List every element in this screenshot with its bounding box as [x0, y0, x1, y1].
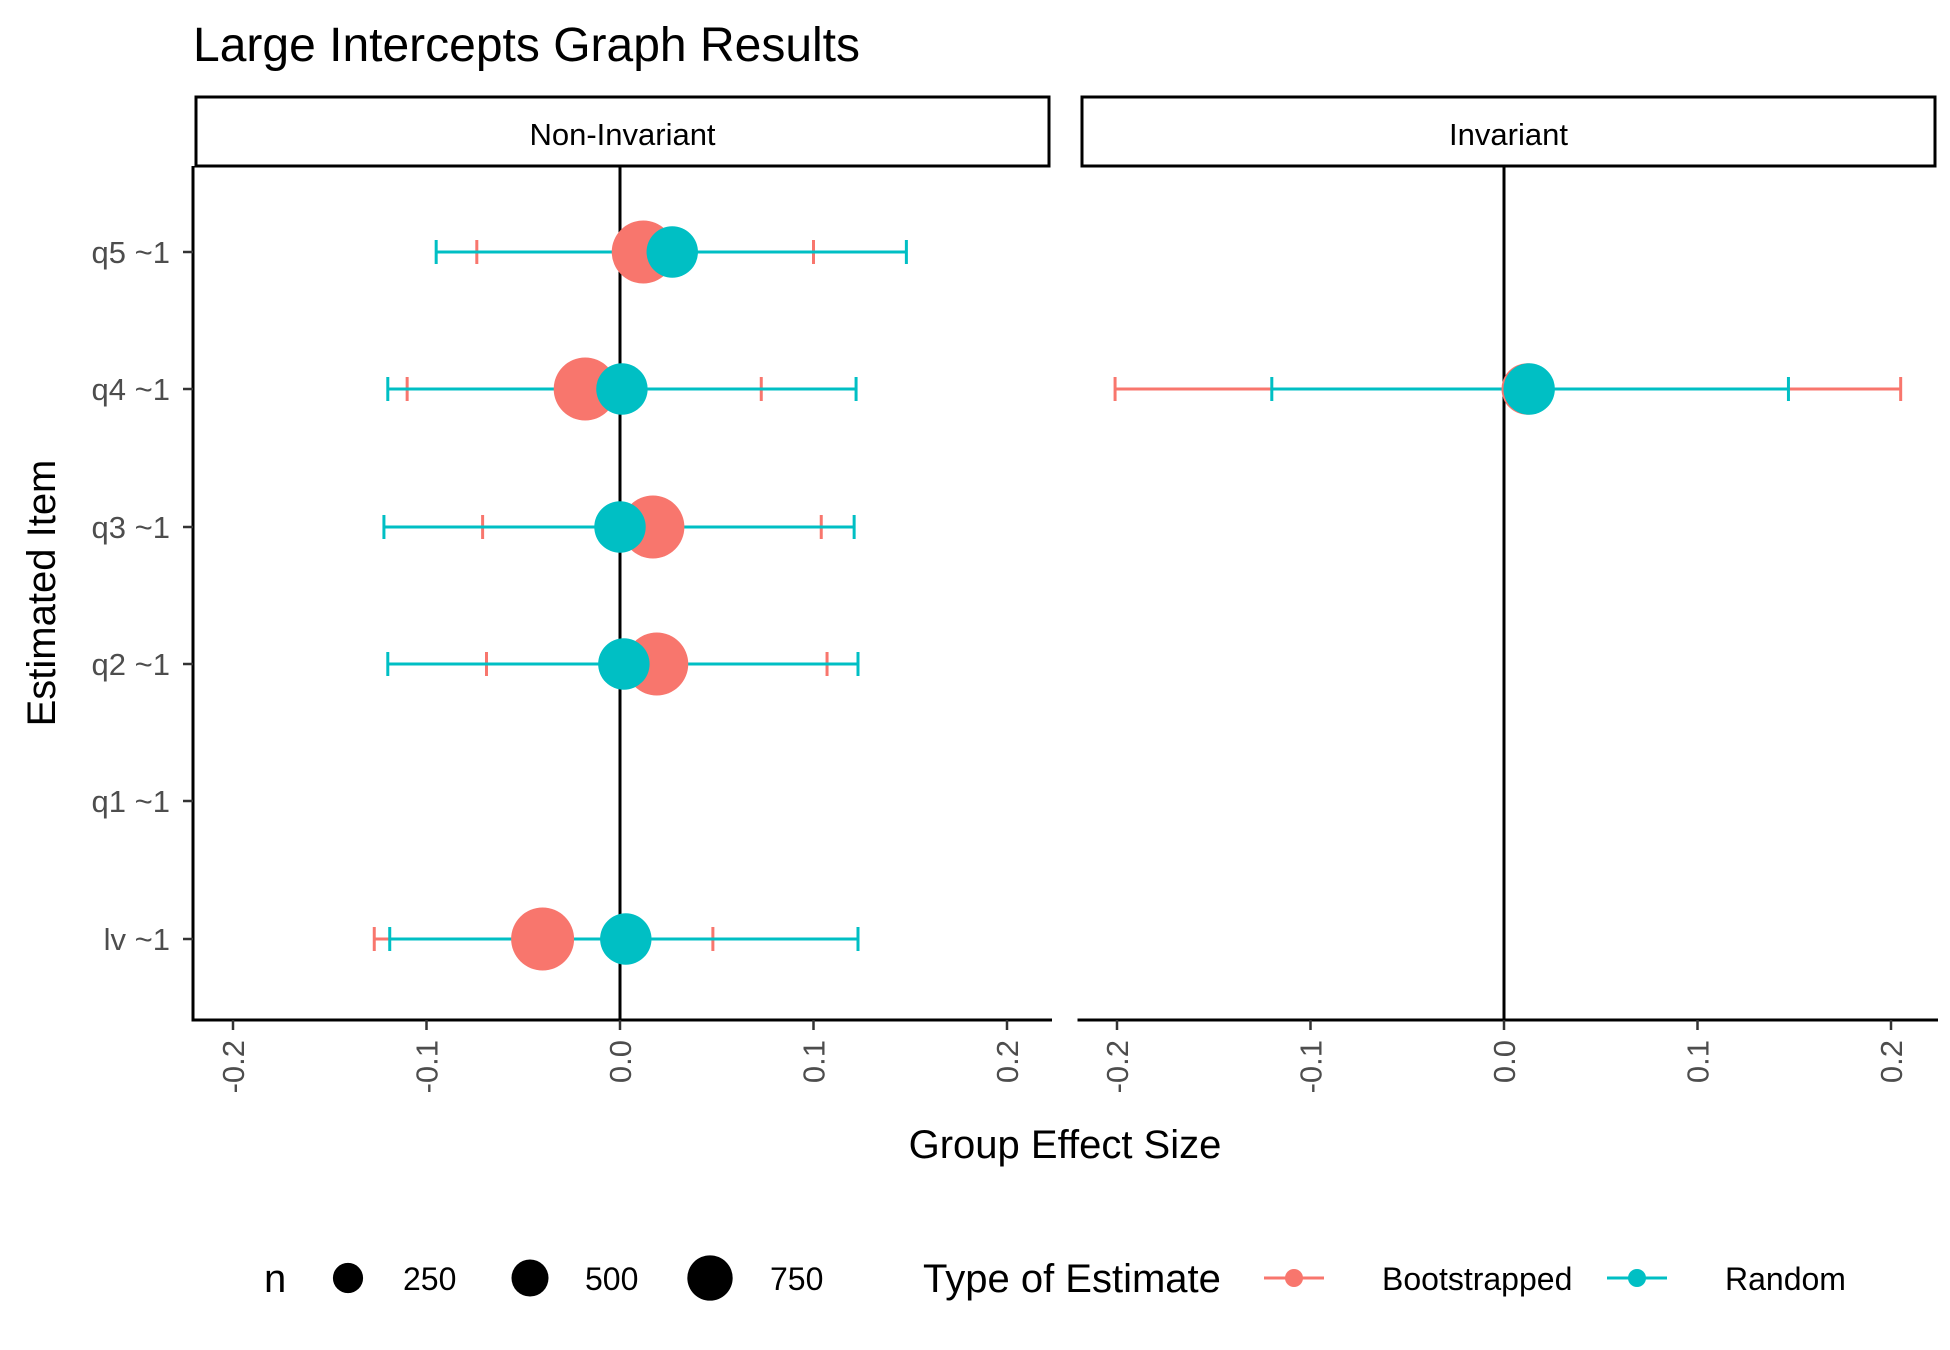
legend-size-key — [332, 1262, 364, 1294]
panels: Non-Invariant -0.2 -0.1 0.0 0.1 0.2 Invariant -… — [191, 95, 1938, 1093]
point-bootstrapped — [511, 907, 575, 971]
y-tick-label: q3 ~1 — [92, 510, 170, 545]
legend-key-bootstrapped — [1264, 1269, 1324, 1287]
panel-non-invariant: Non-Invariant -0.2 -0.1 0.0 0.1 0.2 — [191, 95, 1052, 1093]
legend-color-label: Bootstrapped — [1382, 1261, 1572, 1297]
x-tick-label: 0.1 — [797, 1040, 832, 1083]
facet-strip — [1080, 95, 1937, 168]
y-axis: lv ~1 q1 ~1 q2 ~1 q3 ~1 q4 ~1 q5 ~1 — [92, 235, 193, 957]
point-random — [594, 501, 646, 553]
x-tick-label: 0.2 — [1874, 1040, 1909, 1083]
point-random — [598, 638, 650, 690]
x-axis-title: Group Effect Size — [909, 1123, 1222, 1167]
facet-strip-label: Non-Invariant — [529, 117, 715, 152]
y-tick-label: q2 ~1 — [92, 647, 170, 682]
x-tick-label: 0.2 — [990, 1040, 1025, 1083]
x-tick-label: 0.0 — [603, 1040, 638, 1083]
facet-strip-label: Invariant — [1449, 117, 1568, 152]
x-tick-label: -0.2 — [216, 1040, 251, 1093]
legend-color-title: Type of Estimate — [923, 1257, 1221, 1301]
x-tick-label: -0.1 — [410, 1040, 445, 1093]
legend-key-random — [1607, 1269, 1667, 1287]
x-tick-label: -0.2 — [1100, 1040, 1135, 1093]
point-bootstrapped — [553, 357, 617, 421]
legend: n 250 500 750 Type of Estimate Bootstrapped Ra… — [264, 1255, 1846, 1301]
point-random — [1503, 363, 1555, 415]
legend-size-label: 500 — [585, 1261, 638, 1297]
panel-invariant: Invariant -0.2 -0.1 0.0 0.1 0.2 — [1077, 95, 1938, 1093]
legend-size-key — [687, 1255, 733, 1301]
chart-title: Large Intercepts Graph Results — [193, 19, 860, 72]
legend-size-label: 250 — [403, 1261, 456, 1297]
facet-strip — [194, 95, 1051, 168]
legend-size-label: 750 — [770, 1261, 823, 1297]
point-random — [600, 913, 652, 965]
legend-size-key — [511, 1259, 549, 1297]
legend-size-title: n — [264, 1257, 286, 1301]
point-random — [596, 363, 648, 415]
y-tick-label: lv ~1 — [104, 922, 170, 957]
legend-color-label: Random — [1725, 1261, 1846, 1297]
point-random — [646, 226, 698, 278]
y-tick-label: q4 ~1 — [92, 372, 170, 407]
x-tick-label: 0.1 — [1681, 1040, 1716, 1083]
y-tick-label: q1 ~1 — [92, 784, 170, 819]
y-tick-label: q5 ~1 — [92, 235, 170, 270]
x-tick-label: -0.1 — [1294, 1040, 1329, 1093]
y-axis-title: Estimated Item — [20, 460, 64, 727]
x-tick-label: 0.0 — [1487, 1040, 1522, 1083]
